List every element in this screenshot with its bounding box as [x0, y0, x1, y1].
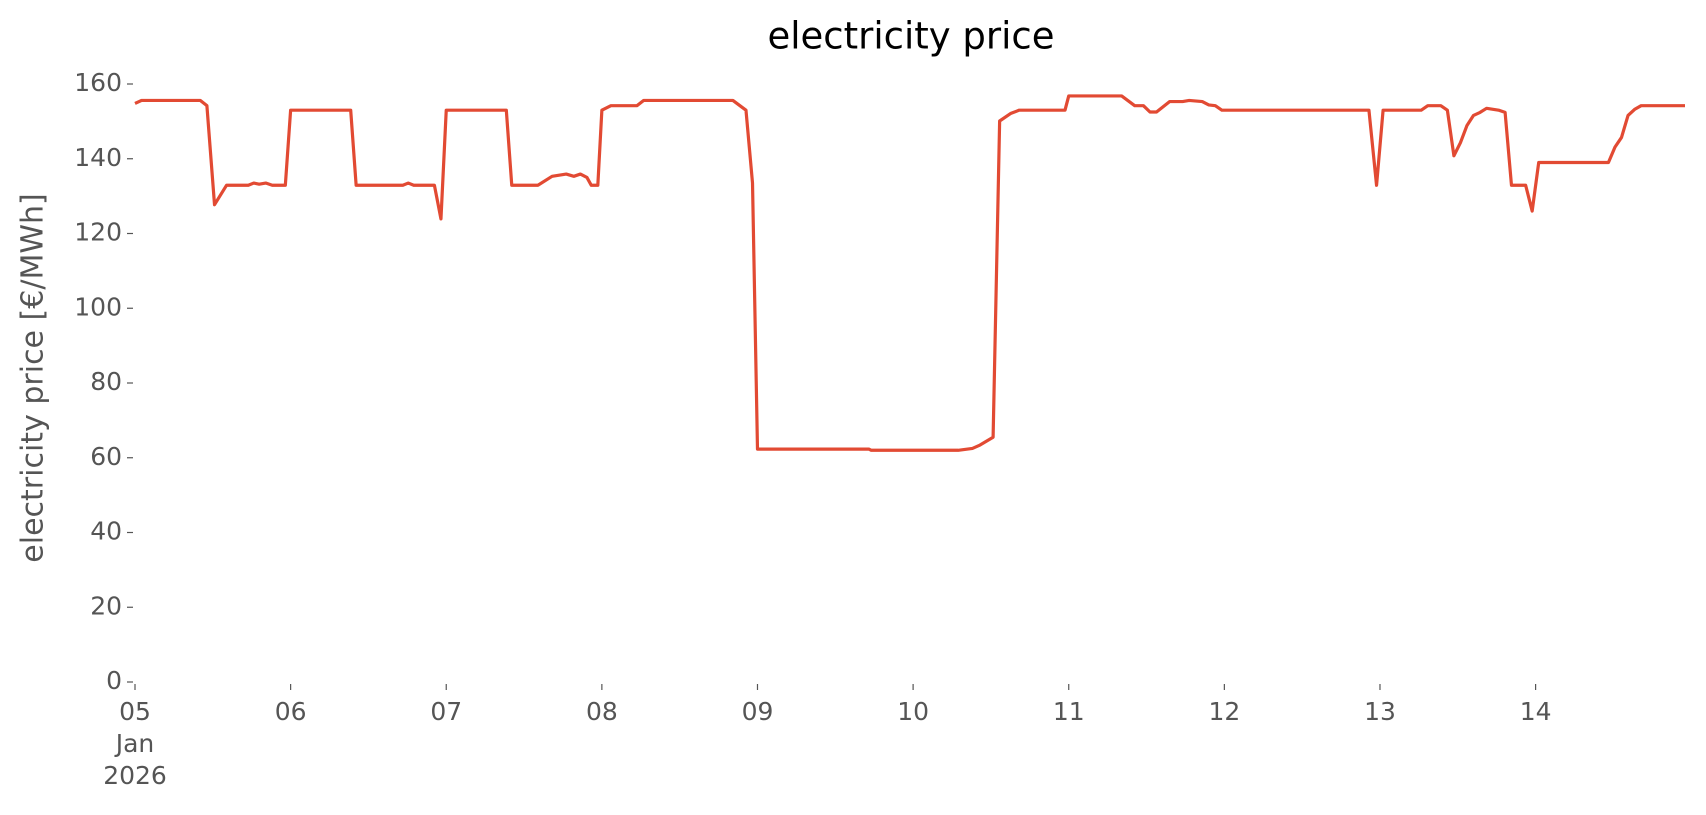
y-axis-label: electricity price [€/MWh]: [16, 193, 51, 562]
y-tick-label: 60: [90, 442, 122, 471]
x-tick-label: 05 Jan 2026: [103, 697, 167, 790]
price-line: [134, 94, 1685, 452]
chart-title: electricity price: [767, 15, 1054, 58]
x-tick-label: 07: [430, 697, 463, 726]
x-tick-label: 08: [585, 697, 618, 726]
y-tick-label: 80: [90, 367, 122, 396]
y-tick-label: 100: [74, 292, 122, 321]
y-tick-label: 0: [106, 666, 122, 695]
x-tick-label: 13: [1364, 697, 1396, 726]
x-tick-label: 14: [1519, 697, 1552, 726]
x-tick-label: 11: [1052, 697, 1085, 726]
x-tick-label: 06: [274, 697, 307, 726]
y-tick-label: 20: [90, 591, 122, 620]
y-tick-label: 160: [74, 68, 122, 97]
y-tick-label: 140: [74, 143, 122, 172]
x-tick-label: 10: [897, 697, 930, 726]
x-tick-label: 09: [741, 697, 774, 726]
y-tick-label: 120: [74, 218, 122, 247]
x-tick-label: 12: [1208, 697, 1241, 726]
y-tick-label: 40: [90, 517, 122, 546]
